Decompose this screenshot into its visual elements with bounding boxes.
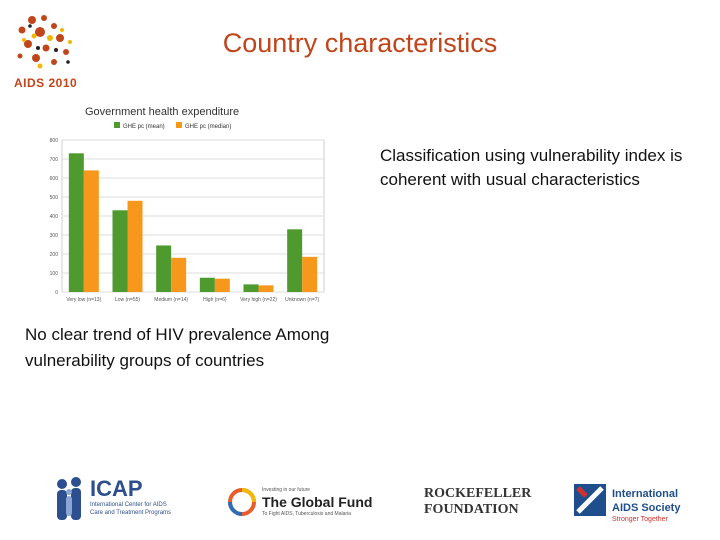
- legend-swatch-median: [176, 122, 182, 128]
- legend-label-mean: GHE pc (mean): [123, 124, 165, 130]
- bar-median: [302, 256, 318, 292]
- y-tick-label: 500: [50, 195, 59, 201]
- chart-bars: [68, 153, 318, 292]
- aids2010-logo-mark: [17, 15, 72, 69]
- x-axis: Very low (n=13) Low (n=55) Medium (n=14) Hi…: [66, 297, 319, 303]
- rockefeller-line2: FOUNDATION: [424, 502, 519, 517]
- icap-name: ICAP: [90, 476, 143, 501]
- global-fund-name: The Global Fund: [262, 494, 373, 510]
- global-fund-subline: To Fight AIDS, Tuberculosis and Malaria: [262, 511, 351, 517]
- bar-mean: [199, 277, 215, 292]
- global-fund-tagline: Investing in our future: [262, 487, 311, 493]
- y-tick-label: 0: [55, 290, 58, 296]
- y-axis: 0 100 200 300 400 500 600 700 800: [50, 138, 59, 296]
- bar-mean: [287, 229, 303, 292]
- icap-line1: International Center for AIDS: [90, 502, 167, 508]
- x-tick-label: High (n=6): [203, 297, 227, 303]
- legend-swatch-mean: [114, 122, 120, 128]
- x-tick-label: Low (n=55): [115, 297, 140, 303]
- y-tick-label: 200: [50, 252, 59, 258]
- x-tick-label: Very high (n=22): [240, 297, 277, 303]
- chart-legend: GHE pc (mean) GHE pc (median): [114, 122, 231, 130]
- x-tick-label: Unknown (n=7): [285, 297, 319, 303]
- icap-logo: ICAP International Center for AIDS Care …: [50, 474, 180, 526]
- chart-grid: [61, 139, 325, 293]
- ias-icon: [574, 484, 606, 516]
- y-tick-label: 700: [50, 157, 59, 163]
- x-tick-label: Very low (n=13): [66, 297, 101, 303]
- bar-mean: [112, 210, 128, 292]
- x-tick-label: Medium (n=14): [154, 297, 188, 303]
- global-fund-icon: [228, 488, 256, 516]
- global-fund-logo: Investing in our future The Global Fund …: [228, 484, 372, 524]
- hiv-prevalence-note: No clear trend of HIV prevalence Among v…: [25, 325, 330, 370]
- bar-mean: [68, 153, 84, 292]
- ias-line1: International: [612, 488, 679, 500]
- bar-median: [258, 285, 274, 292]
- slide-title: Country characteristics: [222, 28, 498, 58]
- icap-logo-mark: [57, 477, 81, 520]
- bar-median: [214, 278, 230, 292]
- chart-caption: Government health expenditure: [85, 106, 240, 118]
- icap-line2: Care and Treatment Programs: [90, 510, 172, 516]
- y-tick-label: 300: [50, 233, 59, 239]
- bar-median: [171, 257, 187, 292]
- rockefeller-logo: ROCKEFELLER FOUNDATION: [424, 482, 531, 522]
- y-tick-label: 800: [50, 138, 59, 144]
- ias-line2: AIDS Society: [612, 502, 681, 514]
- ias-line3: Stronger Together: [612, 516, 668, 523]
- bar-mean: [243, 284, 259, 292]
- legend-label-median: GHE pc (median): [185, 124, 231, 130]
- y-tick-label: 600: [50, 176, 59, 182]
- rockefeller-line1: ROCKEFELLER: [424, 486, 532, 501]
- y-tick-label: 100: [50, 271, 59, 277]
- bar-mean: [156, 245, 172, 292]
- ias-logo: International AIDS Society Stronger Toge…: [574, 482, 704, 526]
- bar-median: [83, 170, 99, 292]
- y-tick-label: 400: [50, 214, 59, 220]
- aids2010-logo: [10, 12, 80, 76]
- vulnerability-note: Classification using vulnerability index…: [380, 146, 683, 189]
- bar-median: [127, 200, 143, 292]
- bar-chart: GHE pc (mean) GHE pc (median) 0 100 200 300 4…: [50, 122, 325, 303]
- aids2010-logo-text: AIDS 2010: [14, 76, 78, 90]
